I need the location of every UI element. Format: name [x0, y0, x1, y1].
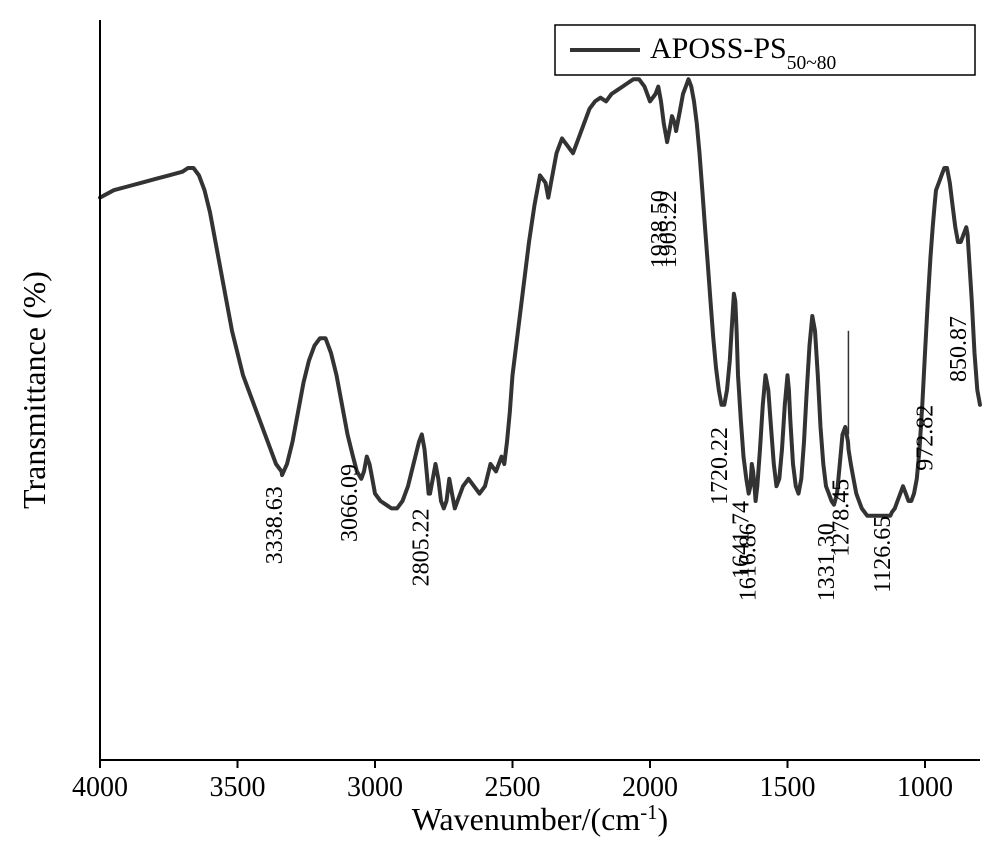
x-axis-label: Wavenumber/(cm-1) [412, 801, 668, 838]
peak-label: 1126.65 [870, 516, 896, 593]
x-tick-label: 2000 [622, 772, 678, 803]
peak-label: 850.87 [946, 316, 972, 382]
x-tick-label: 2500 [485, 772, 541, 803]
peak-label: 1278.45 [828, 479, 854, 557]
x-tick-label: 1000 [897, 772, 953, 803]
peak-label: 3066.09 [337, 464, 363, 542]
peak-label: 1905.22 [656, 190, 682, 268]
x-tick-label: 3000 [347, 772, 403, 803]
x-tick-label: 1500 [760, 772, 816, 803]
y-axis-label: Transmittance (%) [16, 271, 52, 509]
peak-label: 2805.22 [409, 508, 435, 586]
peak-label: 3338.63 [262, 486, 288, 564]
peak-label: 1616.86 [735, 523, 761, 601]
x-tick-label: 4000 [72, 772, 128, 803]
x-tick-label: 3500 [210, 772, 266, 803]
peak-label: 972.82 [912, 405, 938, 471]
peak-label: 1720.22 [707, 427, 733, 505]
ftir-spectrum-chart: 4000 3500 3000 2500 2000 1500 1000 Wavenumber/(… [0, 0, 1000, 868]
